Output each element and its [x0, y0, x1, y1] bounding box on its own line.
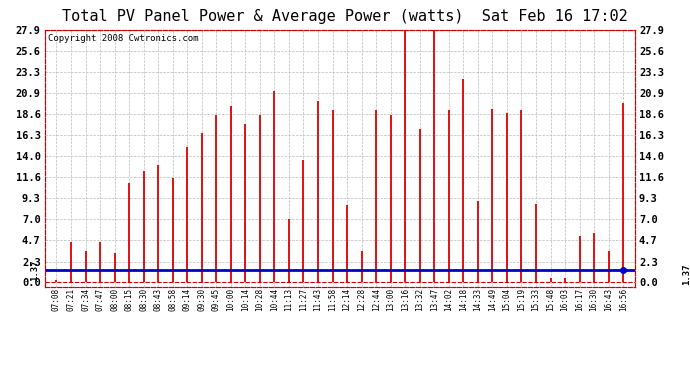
- Text: Total PV Panel Power & Average Power (watts)  Sat Feb 16 17:02: Total PV Panel Power & Average Power (wa…: [62, 9, 628, 24]
- Text: 1.37: 1.37: [30, 259, 39, 281]
- Text: Copyright 2008 Cwtronics.com: Copyright 2008 Cwtronics.com: [48, 34, 198, 43]
- Text: 1.37: 1.37: [682, 264, 690, 285]
